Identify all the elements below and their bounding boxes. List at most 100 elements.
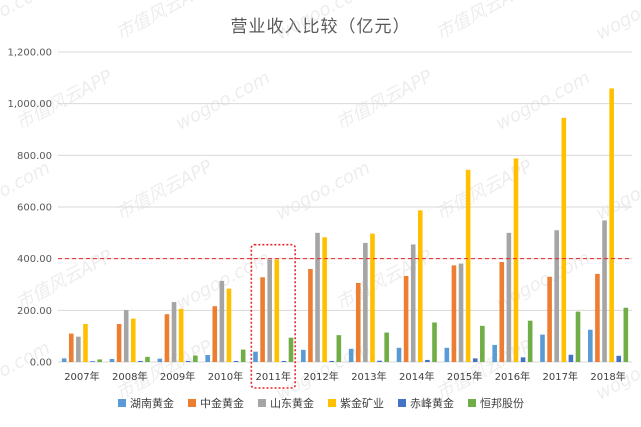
bar-紫金矿业-2013年 bbox=[370, 233, 375, 362]
bar-中金黄金-2009年 bbox=[164, 314, 170, 362]
legend-label: 紫金矿业 bbox=[340, 396, 384, 410]
bar-中金黄金-2015年 bbox=[451, 265, 457, 362]
bar-恒邦股份-2018年 bbox=[623, 307, 629, 362]
x-tick-label: 2015年 bbox=[447, 370, 482, 383]
bar-紫金矿业-2007年 bbox=[83, 324, 88, 362]
bar-山东黄金-2011年 bbox=[267, 259, 272, 362]
legend-label: 湖南黄金 bbox=[130, 396, 174, 410]
y-tick-label: 0.00 bbox=[30, 358, 52, 369]
y-tick-label: 200.00 bbox=[17, 306, 52, 317]
watermark-text: wogoo.com bbox=[0, 337, 54, 404]
watermark-text: wogoo.com bbox=[272, 0, 373, 44]
bar-中金黄金-2013年 bbox=[355, 282, 361, 362]
bar-中金黄金-2017年 bbox=[547, 276, 552, 362]
bar-湖南黄金-2008年 bbox=[109, 358, 115, 362]
bar-紫金矿业-2015年 bbox=[465, 169, 471, 362]
bar-恒邦股份-2015年 bbox=[480, 325, 485, 362]
bar-中金黄金-2014年 bbox=[403, 275, 409, 362]
x-tick-label: 2012年 bbox=[303, 370, 338, 383]
watermark-text: wogoo.com bbox=[272, 157, 373, 224]
legend-label: 恒邦股份 bbox=[480, 397, 524, 410]
watermark-text: 市值风云APP bbox=[332, 66, 436, 134]
legend-label: 山东黄金 bbox=[270, 396, 314, 410]
legend-label: 赤峰黄金 bbox=[410, 396, 454, 410]
bar-山东黄金-2012年 bbox=[315, 232, 320, 362]
x-tick-label: 2016年 bbox=[495, 370, 530, 383]
bar-赤峰黄金-2008年 bbox=[138, 360, 143, 362]
bar-恒邦股份-2012年 bbox=[336, 335, 342, 362]
bar-恒邦股份-2016年 bbox=[527, 320, 533, 362]
bar-中金黄金-2010年 bbox=[212, 306, 218, 362]
bar-赤峰黄金-2017年 bbox=[568, 354, 574, 362]
bar-山东黄金-2013年 bbox=[363, 242, 368, 362]
bar-恒邦股份-2011年 bbox=[288, 337, 294, 362]
bar-中金黄金-2011年 bbox=[260, 277, 265, 362]
bar-恒邦股份-2014年 bbox=[432, 322, 437, 362]
bar-紫金矿业-2018年 bbox=[609, 88, 614, 363]
bar-湖南黄金-2010年 bbox=[205, 355, 210, 362]
bar-赤峰黄金-2013年 bbox=[377, 360, 382, 362]
y-tick-label: 600.00 bbox=[17, 203, 52, 214]
bar-赤峰黄金-2015年 bbox=[472, 358, 478, 362]
bar-紫金矿业-2014年 bbox=[418, 210, 423, 362]
bar-紫金矿业-2011年 bbox=[274, 259, 280, 362]
bar-山东黄金-2017年 bbox=[554, 230, 559, 362]
bar-湖南黄金-2014年 bbox=[396, 347, 402, 362]
bar-湖南黄金-2015年 bbox=[444, 347, 450, 362]
bar-赤峰黄金-2012年 bbox=[329, 360, 335, 362]
legend-swatch bbox=[188, 399, 196, 407]
bar-山东黄金-2018年 bbox=[602, 220, 607, 362]
bar-中金黄金-2008年 bbox=[116, 324, 122, 362]
bar-湖南黄金-2016年 bbox=[492, 344, 497, 362]
bar-赤峰黄金-2011年 bbox=[281, 360, 287, 362]
bar-山东黄金-2014年 bbox=[410, 244, 416, 362]
watermark-text: wogoo.com bbox=[592, 0, 641, 44]
bar-中金黄金-2018年 bbox=[595, 273, 600, 362]
watermark-text: 市值风云APP bbox=[112, 156, 216, 224]
legend-swatch bbox=[328, 399, 336, 407]
legend-swatch bbox=[468, 399, 476, 407]
chart-title: 营业收入比较（亿元） bbox=[230, 17, 411, 37]
bar-紫金矿业-2016年 bbox=[513, 158, 519, 362]
x-tick-label: 2013年 bbox=[351, 370, 386, 383]
y-tick-label: 800.00 bbox=[17, 151, 52, 162]
bar-恒邦股份-2007年 bbox=[97, 359, 102, 362]
bar-恒邦股份-2009年 bbox=[193, 355, 198, 362]
x-tick-label: 2008年 bbox=[112, 370, 147, 383]
bar-紫金矿业-2017年 bbox=[561, 117, 567, 362]
bar-山东黄金-2016年 bbox=[506, 232, 512, 362]
bar-山东黄金-2008年 bbox=[123, 310, 129, 362]
bar-湖南黄金-2013年 bbox=[348, 348, 354, 362]
watermark-text: wogoo.com bbox=[0, 157, 54, 224]
bar-中金黄金-2012年 bbox=[308, 269, 313, 362]
bar-湖南黄金-2018年 bbox=[588, 329, 593, 362]
watermark-text: 市值风云APP bbox=[112, 0, 216, 44]
x-tick-label: 2007年 bbox=[64, 370, 99, 383]
x-tick-label: 2014年 bbox=[399, 370, 434, 383]
x-tick-label: 2010年 bbox=[208, 370, 243, 383]
bar-赤峰黄金-2018年 bbox=[616, 355, 622, 362]
legend-swatch bbox=[118, 399, 126, 407]
watermark-text: wogoo.com bbox=[592, 157, 641, 224]
bar-紫金矿业-2009年 bbox=[178, 308, 184, 362]
bar-山东黄金-2009年 bbox=[171, 302, 177, 362]
bar-紫金矿业-2012年 bbox=[322, 237, 327, 362]
bar-山东黄金-2015年 bbox=[458, 263, 464, 362]
y-tick-label: 1,200.00 bbox=[7, 48, 52, 59]
watermark-text: 市值风云APP bbox=[432, 156, 536, 224]
bar-湖南黄金-2012年 bbox=[301, 349, 306, 362]
bar-紫金矿业-2008年 bbox=[131, 318, 136, 362]
x-tick-label: 2018年 bbox=[590, 370, 625, 383]
bar-赤峰黄金-2007年 bbox=[90, 361, 95, 362]
bar-恒邦股份-2017年 bbox=[575, 311, 581, 362]
bar-中金黄金-2016年 bbox=[499, 262, 505, 362]
legend-swatch bbox=[258, 399, 266, 407]
bar-紫金矿业-2010年 bbox=[226, 288, 232, 362]
bar-恒邦股份-2010年 bbox=[240, 349, 246, 362]
legend-label: 中金黄金 bbox=[200, 396, 244, 410]
bar-赤峰黄金-2014年 bbox=[425, 359, 430, 362]
y-tick-label: 400.00 bbox=[17, 254, 52, 265]
bar-赤峰黄金-2010年 bbox=[233, 360, 239, 362]
bar-山东黄金-2007年 bbox=[76, 336, 81, 362]
